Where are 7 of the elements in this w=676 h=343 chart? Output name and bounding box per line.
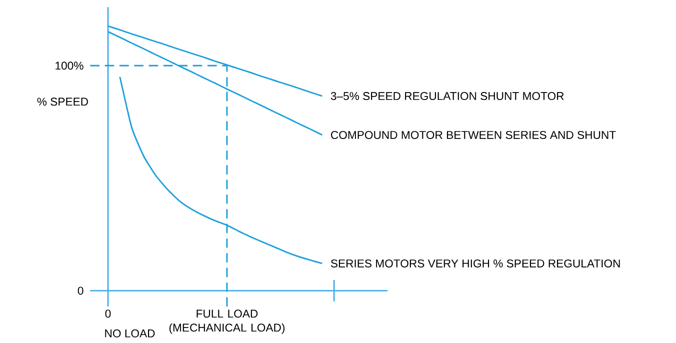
series-label: 3–5% SPEED REGULATION SHUNT MOTOR xyxy=(330,92,564,100)
series-label: SERIES MOTORS VERY HIGH % SPEED REGULATION xyxy=(330,259,620,268)
y-axis-title: % SPEED xyxy=(37,98,88,106)
x-tick-label: FULL LOAD (MECHANICAL LOAD) xyxy=(169,310,285,334)
y-tick-label: 100% xyxy=(56,62,84,70)
text: NO LOAD xyxy=(105,329,155,338)
series-label: COMPOUND MOTOR BETWEEN SERIES AND SHUNT xyxy=(331,130,616,139)
